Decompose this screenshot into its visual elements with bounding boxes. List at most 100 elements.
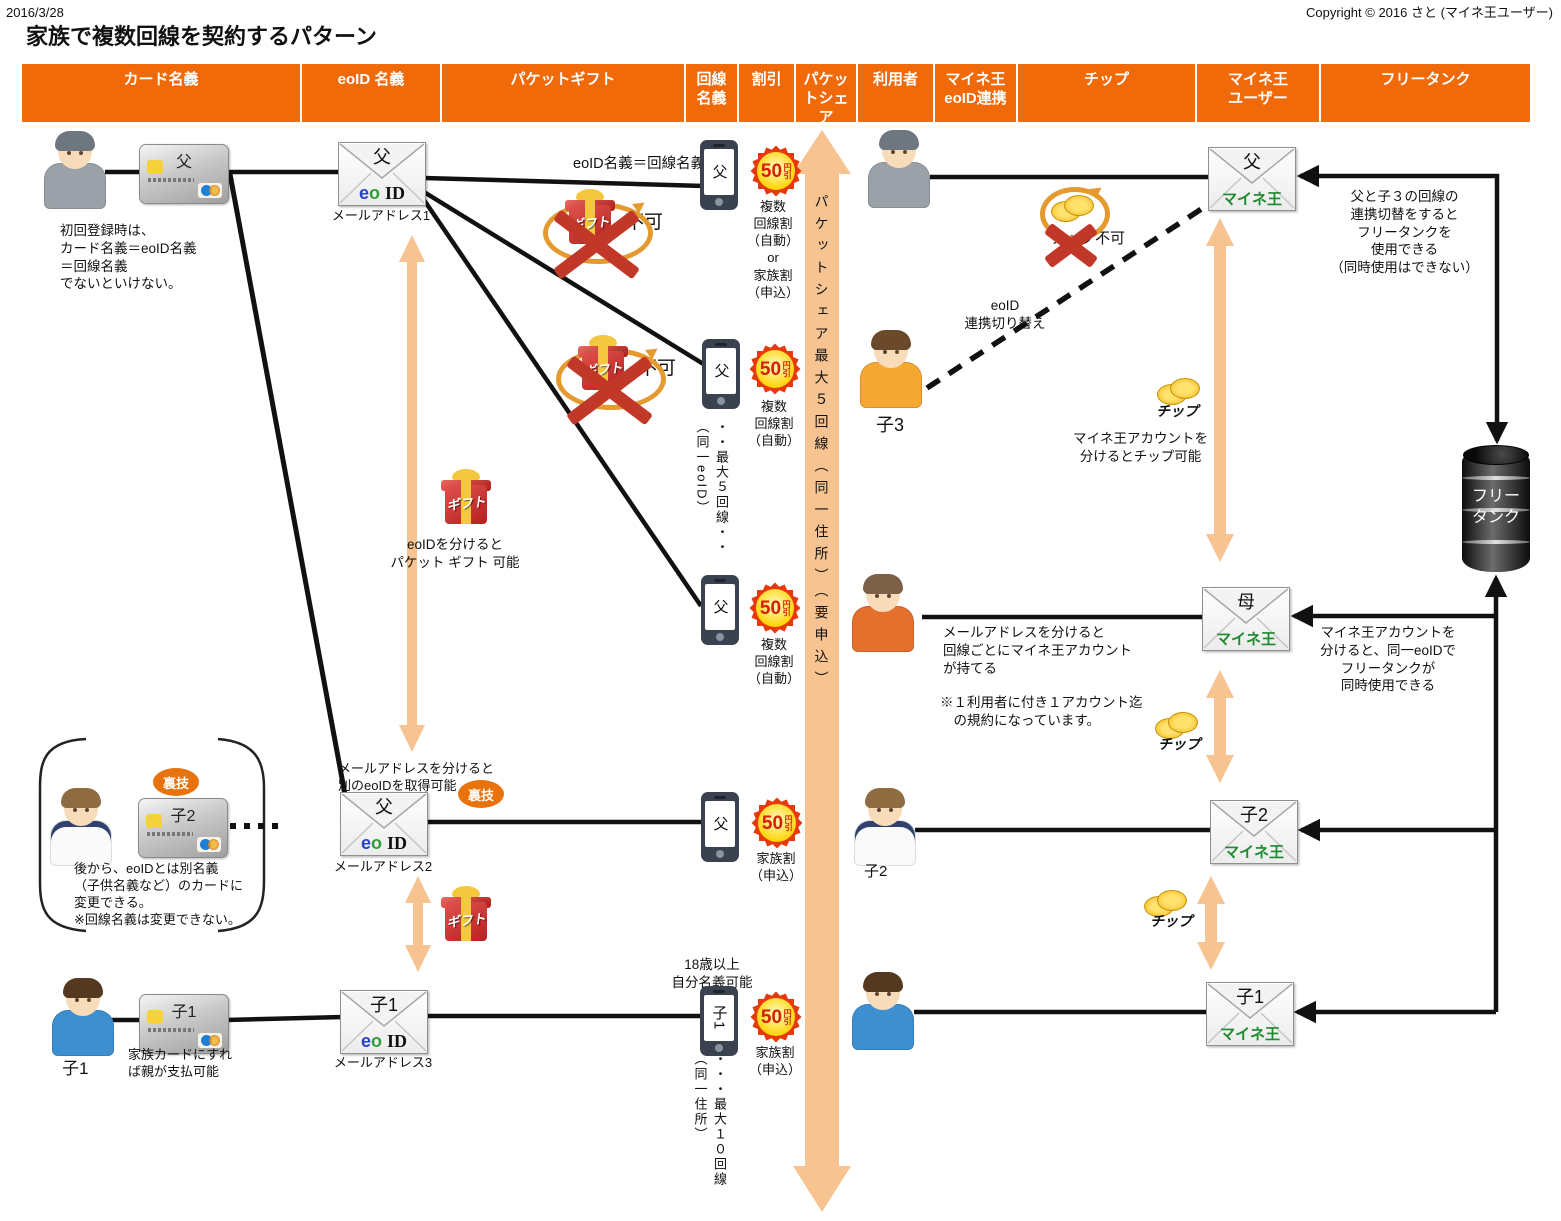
mother-head: [863, 574, 903, 612]
phone-father-3: 父: [701, 575, 739, 645]
card-chip-icon: [147, 160, 163, 174]
tip-coins-icon: [1051, 195, 1095, 223]
col-king-eoid-link: マイネ王 eoID連携: [935, 64, 1016, 122]
mineo-king-logo: マイネ王: [1215, 631, 1276, 648]
child2-user-body: [854, 820, 916, 866]
phone2-side-note: ・・最大５回線・・ （同一eoID）: [694, 420, 730, 555]
envelope-flap-icon: [1209, 148, 1295, 209]
phone-father-1: 父: [700, 140, 738, 210]
envelope-eoid1-name: 父: [373, 147, 391, 167]
tip-coins-icon-1: [1157, 378, 1201, 406]
child1-left-figure: [52, 978, 114, 1056]
father-user-head: [879, 130, 919, 168]
envelope-flap-icon: [341, 793, 427, 854]
envelope-eoid1: 父 eo ID: [338, 142, 426, 206]
envelope-eoid2: 父 eo ID: [340, 792, 428, 856]
envelope-eoid1-sub: メールアドレス1: [331, 208, 431, 223]
discount-badge-3: 50 円引: [749, 582, 801, 634]
phone4-caption: 家族割 （申込）: [749, 851, 802, 884]
note-eoid-equals-line: eoID名義＝回線名義: [573, 156, 706, 172]
col-line-name: 回線 名義: [686, 64, 737, 122]
col-card-name: カード名義: [22, 64, 300, 122]
red-x-icon: [1044, 221, 1098, 271]
envelope-eoid3-name: 子1: [369, 995, 398, 1015]
bracket-right: [217, 737, 266, 933]
child1-user-figure: [852, 972, 914, 1050]
red-x-icon: [564, 354, 656, 428]
card-chip-icon: [146, 814, 162, 828]
red-x-icon: [551, 208, 643, 282]
column-header-row: カード名義 eoID 名義 パケットギフト 回線 名義 割引 パケッ トシェ ア…: [22, 64, 1532, 126]
mother-body: [852, 606, 914, 652]
child2-user-figure: [854, 788, 916, 866]
phone5-side-note: ・・・最大１０回線 （同一住所）: [692, 1052, 728, 1187]
envelope-king-child1-name: 子1: [1235, 987, 1264, 1007]
child1-left-body: [52, 1010, 114, 1056]
child1-user-head: [863, 972, 903, 1010]
tip-coins-icon-3: [1144, 890, 1188, 918]
card-child2: 子2: [138, 798, 228, 858]
discount-badge-1: 50 円引: [750, 145, 802, 197]
col-freetank: フリータンク: [1321, 64, 1530, 122]
tip-label-1: チップ: [1156, 403, 1198, 419]
envelope-king-child2-name: 子2: [1239, 805, 1268, 825]
note-child2-card: 後から、eoIDとは別名義 （子供名義など）のカードに 変更できる。 ※回線名義…: [74, 861, 244, 928]
card-brand-icon: [198, 183, 222, 198]
card-number-dots: [148, 178, 194, 182]
packet-share-arrow-text: パケットシェア最大５回線（同一住所）（要申込）: [813, 194, 830, 693]
tip-label-3: チップ: [1150, 913, 1192, 929]
card-father: 父: [139, 144, 229, 204]
gift-not-allowed-icon-1: ギフト 不可: [543, 186, 678, 296]
packet-share-arrow: [793, 130, 851, 1212]
card-father-name: 父: [175, 154, 192, 171]
card-number-dots: [148, 1028, 194, 1032]
mineo-king-logo: マイネ王: [1223, 844, 1284, 861]
col-eoid-name: eoID 名義: [302, 64, 440, 122]
child1-user-body: [852, 1004, 914, 1050]
envelope-king-father: 父 マイネ王: [1208, 147, 1296, 211]
child3-label: 子3: [876, 415, 905, 435]
envelope-eoid2-name: 父: [375, 797, 393, 817]
envelope-king-child2: 子2 マイネ王: [1210, 800, 1298, 864]
gift-icon-lower: ギフト: [437, 885, 495, 943]
freetank-label: フリー タンク: [1471, 488, 1520, 527]
copyright-label: Copyright © 2016 さと (マイネ王ユーザー): [1306, 5, 1553, 20]
envelope-flap-icon: [1203, 588, 1289, 649]
card-child2-name: 子2: [170, 808, 196, 825]
mineo-king-logo: マイネ王: [1221, 191, 1282, 208]
home-button-icon: [715, 1044, 723, 1052]
mineo-king-logo: マイネ王: [1219, 1026, 1280, 1043]
arrow-king3-king4: [1197, 876, 1225, 970]
arrow-king2-king3: [1206, 670, 1234, 783]
child3-head: [871, 330, 911, 368]
gift-ok-icon: ギフト: [437, 468, 495, 526]
father-user-figure: [868, 130, 930, 208]
urawaza-badge-2: 裏技: [458, 780, 504, 808]
tip-label-2: チップ: [1158, 736, 1200, 752]
father-body: [44, 163, 106, 209]
eo-id-logo: eo ID: [360, 1031, 408, 1051]
child2-user-head: [865, 788, 905, 826]
note-gift-ok: eoIDを分けると パケット ギフト 可能: [390, 537, 520, 570]
envelope-eoid2-sub: メールアドレス2: [333, 859, 433, 874]
phone2-caption: 複数 回線割 （自動）: [747, 399, 800, 449]
envelope-king-child1: 子1 マイネ王: [1206, 982, 1294, 1046]
note-tank-share: マイネ王アカウントを 分けると、同一eoIDで フリータンクが 同時使用できる: [1320, 625, 1456, 694]
child1-left-label: 子1: [62, 1059, 89, 1078]
card-chip-icon: [147, 1010, 163, 1024]
phone1-caption: 複数 回線割 （自動） or 家族割 （申込）: [746, 199, 799, 300]
envelope-flap-icon: [339, 143, 425, 204]
col-packet-gift: パケットギフト: [442, 64, 684, 122]
envelope-king-father-name: 父: [1243, 152, 1261, 172]
envelope-king-mother: 母 マイネ王: [1202, 587, 1290, 651]
note-family-card: 家族カードにすれ ば親が支払可能: [128, 1047, 233, 1080]
card-child1: 子1: [139, 994, 229, 1054]
card-brand-icon: [197, 837, 221, 852]
note-switch-tank: 父と子３の回線の 連携切替をすると フリータンクを 使用できる （同時使用はでき…: [1330, 189, 1479, 276]
col-discount: 割引: [739, 64, 794, 122]
col-tip: チップ: [1018, 64, 1195, 122]
arrow-eoid1-eoid2: [399, 235, 425, 752]
phone-label: 父: [706, 348, 736, 394]
discount-badge-2: 50 円引: [749, 343, 801, 395]
phone-child1: 子1: [700, 986, 738, 1056]
